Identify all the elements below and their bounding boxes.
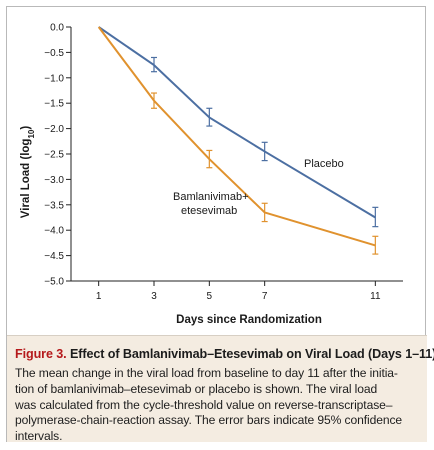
caption-body: The mean change in the viral load from b… xyxy=(15,366,419,445)
caption-line: tion of bamlanivimab–etesevimab or place… xyxy=(15,381,378,396)
error-bar-placebo xyxy=(151,56,157,73)
series-line-placebo xyxy=(98,26,376,219)
x-axis-label: Days since Randomization xyxy=(176,314,322,326)
x-tick-label: 7 xyxy=(262,291,268,302)
figure-caption: Figure 3. Effect of Bamlanivimab–Etesevi… xyxy=(7,335,434,445)
series-label-placebo: Placebo xyxy=(304,158,344,170)
caption-line: was calculated from the cycle-threshold … xyxy=(15,397,393,412)
series-label-bamlanivimab-line2: etesevimab xyxy=(181,205,237,217)
y-axis: 0.0 −0.5 −1.0 −1.5 −2.0 −2.5 −3.0 −3.5 −4.0 −4.5 −… xyxy=(44,23,72,288)
caption-title-text: Effect of Bamlanivimab–Etesevimab on Vir… xyxy=(70,347,434,361)
y-tick-label: 0.0 xyxy=(50,23,64,34)
x-tick-label: 11 xyxy=(370,291,381,302)
figure-label: Figure 3. xyxy=(15,347,67,361)
series-label-bamlanivimab-line1: Bamlanivimab+ xyxy=(173,191,249,203)
error-bar-placebo xyxy=(372,206,379,228)
line-chart: 0.0 −0.5 −1.0 −1.5 −2.0 −2.5 −3.0 −3.5 −4.0 −4.5 −… xyxy=(20,23,403,326)
y-tick-label: −5.0 xyxy=(44,277,64,288)
x-tick-label: 3 xyxy=(151,291,157,302)
caption-line: intervals. xyxy=(15,429,63,444)
error-bar-placebo xyxy=(261,141,268,162)
y-tick-label: −1.5 xyxy=(44,99,64,110)
y-axis-label-subscript: 10 xyxy=(27,129,36,138)
y-tick-label: −3.0 xyxy=(44,175,64,186)
chart-area: 0.0 −0.5 −1.0 −1.5 −2.0 −2.5 −3.0 −3.5 −4.0 −4.5 −… xyxy=(7,7,427,335)
series-placebo xyxy=(98,26,379,228)
caption-line: polymerase-chain-reaction assay. The err… xyxy=(15,413,403,428)
y-tick-label: −2.0 xyxy=(44,124,64,135)
error-bar-placebo xyxy=(206,107,213,127)
y-tick-label: −2.5 xyxy=(44,150,64,161)
y-axis-label-main: Viral Load (log xyxy=(20,139,32,219)
x-axis: 1 3 5 7 11 xyxy=(71,280,403,302)
figure-frame: 0.0 −0.5 −1.0 −1.5 −2.0 −2.5 −3.0 −3.5 −4.0 −4.5 −… xyxy=(6,6,434,445)
y-tick-label: −4.5 xyxy=(44,251,64,262)
x-tick-label: 1 xyxy=(96,291,102,302)
y-axis-label: Viral Load (log10) xyxy=(20,126,36,219)
caption-title: Figure 3. Effect of Bamlanivimab–Etesevi… xyxy=(15,346,434,362)
error-bar-bamlanivimab-etesevimab xyxy=(206,149,213,169)
error-bar-bamlanivimab-etesevimab xyxy=(261,202,268,223)
y-tick-label: −0.5 xyxy=(44,48,64,59)
series-bamlanivimab-etesevimab xyxy=(97,26,379,255)
y-tick-label: −1.0 xyxy=(44,73,64,84)
x-tick-label: 5 xyxy=(207,291,213,302)
caption-line: The mean change in the viral load from b… xyxy=(15,366,398,380)
y-axis-label-close: ) xyxy=(20,126,32,130)
y-tick-label: −3.5 xyxy=(44,200,64,211)
error-bar-bamlanivimab-etesevimab xyxy=(372,235,379,255)
series-layer xyxy=(97,26,379,255)
y-tick-label: −4.0 xyxy=(44,226,64,237)
error-bar-bamlanivimab-etesevimab xyxy=(151,92,157,109)
